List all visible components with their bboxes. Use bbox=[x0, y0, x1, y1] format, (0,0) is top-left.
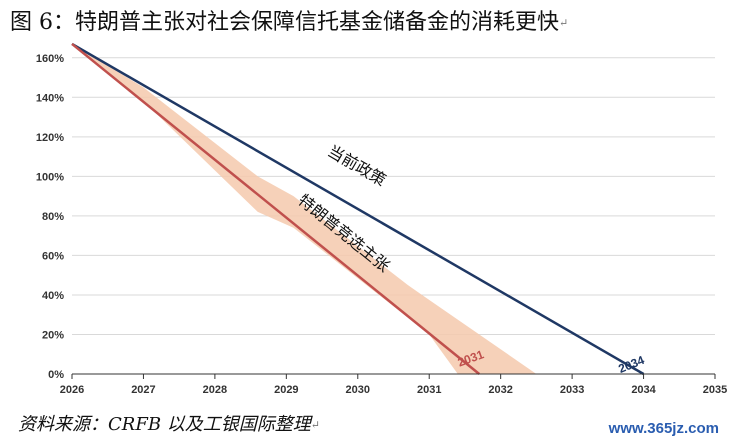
source-note: 资料来源：CRFB 以及工银国际整理↵ bbox=[18, 414, 320, 435]
x-tick-label: 2026 bbox=[60, 384, 84, 396]
x-tick-label: 2033 bbox=[560, 384, 584, 396]
x-tick-label: 2027 bbox=[131, 384, 155, 396]
y-tick-label: 0% bbox=[48, 369, 64, 381]
y-tick-label: 20% bbox=[42, 329, 64, 341]
x-tick-label: 2029 bbox=[274, 384, 298, 396]
x-tick-label: 2028 bbox=[203, 384, 227, 396]
series-lines bbox=[71, 42, 645, 376]
watermark: www.365jz.com bbox=[608, 420, 719, 437]
x-tick-label: 2030 bbox=[346, 384, 370, 396]
range-band bbox=[72, 43, 537, 374]
y-tick-label: 100% bbox=[36, 171, 64, 183]
x-tick-label: 2031 bbox=[417, 384, 441, 396]
chart: 0%20%40%60%80%100%120%140%160% 2026 2027 2… bbox=[36, 42, 727, 396]
axes bbox=[71, 373, 716, 379]
x-tick-label: 2035 bbox=[703, 384, 727, 396]
grid bbox=[72, 57, 715, 335]
y-tick-label: 160% bbox=[36, 53, 64, 65]
y-tick-label: 80% bbox=[42, 211, 64, 223]
chart-title: 图 6：特朗普主张对社会保障信托基金储备金的消耗更快↵ bbox=[10, 10, 569, 35]
range-band-area bbox=[72, 43, 537, 374]
series-line-current-policy bbox=[71, 42, 645, 376]
y-tick-label: 120% bbox=[36, 132, 64, 144]
y-tick-label: 40% bbox=[42, 290, 64, 302]
return-mark-source: ↵ bbox=[310, 418, 320, 432]
y-tick-label: 140% bbox=[36, 92, 64, 104]
series-line-trump-proposal bbox=[71, 42, 481, 375]
x-tick-label: 2032 bbox=[488, 384, 512, 396]
y-tick-label: 60% bbox=[42, 250, 64, 262]
return-mark: ↵ bbox=[559, 16, 569, 30]
x-tick-labels: 2026 2027 2028 2029 2030 2031 2032 2033 2034 2035 bbox=[60, 384, 727, 396]
y-tick-labels: 0% 20% 40% 60% 80% 100% 120% 140% 160% bbox=[36, 53, 64, 381]
series-label-current-policy: 当前政策 bbox=[324, 141, 389, 189]
x-tick-label: 2034 bbox=[631, 384, 656, 396]
